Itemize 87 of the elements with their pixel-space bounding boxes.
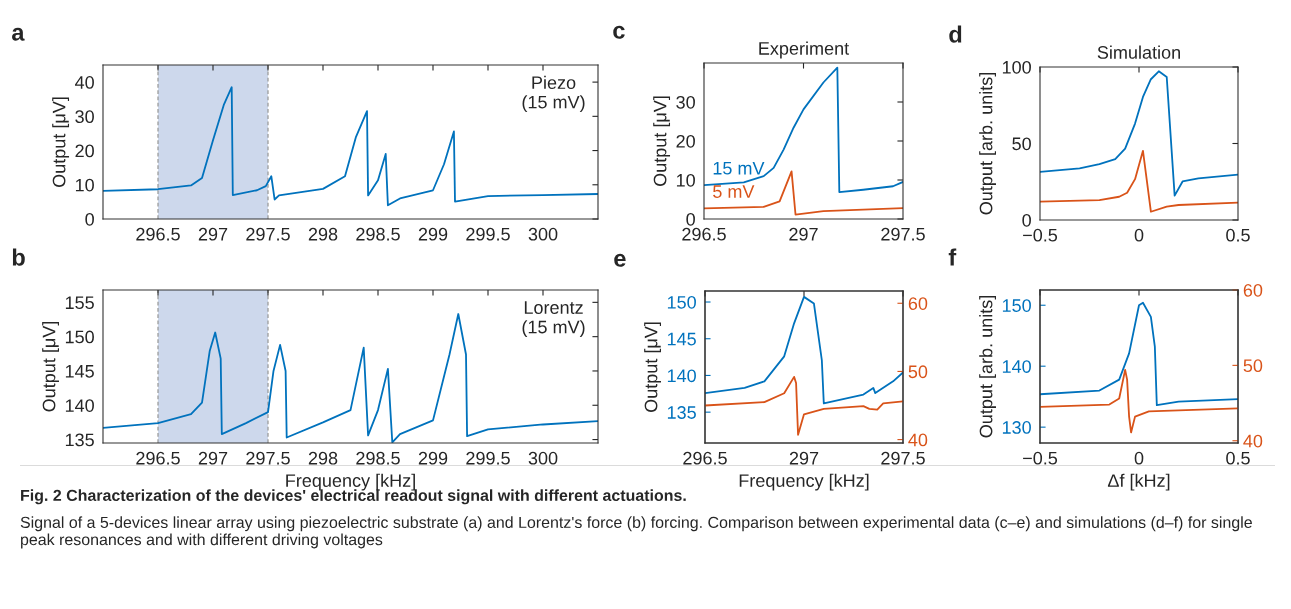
x-tick-label: 297 (789, 227, 818, 241)
y-tick-label: 130 (1002, 421, 1031, 434)
x-tick-label: 296.5 (136, 227, 180, 241)
y-tick-label: 155 (65, 296, 94, 310)
x-tick-label: 297.5 (246, 451, 290, 465)
y2-tick-label: 60 (908, 297, 928, 310)
y-axis-title: Output [μV] (42, 321, 59, 412)
x-tick-label: 300 (528, 227, 558, 241)
chart-title: Experiment (759, 41, 850, 59)
x-tick-label: 0 (1134, 228, 1144, 242)
text: b (12, 248, 25, 266)
x-tick-label: 298 (308, 227, 338, 241)
y-axis-title: Output [μV] (653, 96, 671, 186)
series-label: 5 mV (713, 185, 755, 198)
x-axis-title: Frequency [kHz] (286, 473, 415, 491)
x-tick-label: −0.5 (1023, 228, 1058, 242)
y-tick-label: 150 (65, 330, 94, 344)
y-axis-title: Output [μV] (52, 97, 70, 187)
y2-tick-label: 60 (1243, 283, 1263, 297)
y-tick-label: 40 (75, 76, 94, 89)
x-tick-label: 298.5 (356, 451, 400, 465)
x-tick-label: 296.5 (683, 451, 727, 465)
x-tick-label: 297.5 (881, 227, 925, 241)
x-tick-label: 297.5 (881, 451, 925, 465)
y-tick-label: 10 (75, 178, 94, 192)
x-tick-label: 297.5 (246, 227, 290, 241)
x-tick-label: 297 (789, 451, 819, 465)
x-tick-label: 296.5 (682, 227, 726, 241)
y-tick-label: 30 (75, 110, 94, 124)
x-tick-label: 297 (198, 451, 228, 465)
y2-tick-label: 40 (908, 433, 928, 447)
x-tick-label: 299.5 (466, 451, 510, 465)
y-axis-title: Output [arb. units] (979, 296, 996, 438)
y-tick-label: 150 (667, 295, 696, 309)
y-tick-label: 140 (1002, 360, 1031, 373)
y-tick-label: 30 (676, 95, 695, 109)
y-tick-label: 150 (1002, 299, 1031, 312)
y-tick-label: 140 (667, 369, 696, 383)
x-tick-label: 0 (1134, 451, 1144, 465)
x-tick-label: 0.5 (1226, 228, 1250, 242)
text: Fig. 2 Characterization of the devices' electrical readout signal with different actuations. (21, 489, 686, 505)
y2-tick-label: 50 (908, 365, 928, 379)
y2-tick-label: 40 (1243, 434, 1263, 448)
text: Signal of a 5-devices linear array using piezoelectric substrate (a) and Lorentz's force (b) forcing. Comparison between experimental data (c–e) and simulations (d–f) for single peak resonances and with different driving voltages (20, 516, 1252, 549)
x-tick-label: 298.5 (356, 227, 400, 241)
text: d (949, 25, 962, 43)
y-tick-label: 135 (667, 406, 696, 419)
y-tick-label: 145 (65, 365, 94, 378)
x-tick-label: 297 (198, 227, 228, 241)
y-tick-label: 0 (686, 212, 695, 226)
x-tick-label: 299.5 (466, 227, 510, 241)
line-series (1040, 301, 1238, 407)
text: a (12, 27, 25, 41)
text: e (614, 253, 626, 267)
y-tick-label: 10 (676, 173, 695, 187)
y-tick-label: 140 (65, 399, 94, 412)
x-tick-label: 299 (418, 451, 448, 465)
chart-title: Simulation (1097, 45, 1180, 59)
line-series (705, 375, 903, 436)
x-tick-label: 299 (418, 227, 448, 241)
x-tick-label: 300 (528, 451, 558, 465)
y-tick-label: 20 (676, 134, 695, 148)
x-axis-title: Δf [kHz] (1107, 473, 1170, 491)
y-tick-label: 20 (75, 144, 94, 158)
x-tick-label: 298 (308, 451, 338, 465)
annotation: Lorentz (15 mV) (522, 301, 585, 337)
line-series (705, 295, 903, 405)
x-tick-label: 0.5 (1226, 451, 1250, 465)
text: c (613, 25, 625, 39)
y2-tick-label: 50 (1243, 359, 1263, 373)
text: f (948, 248, 957, 266)
annotation: Piezo (15 mV) (522, 75, 585, 113)
y-tick-label: 0 (85, 212, 94, 226)
y-axis-title: Output [μV] (644, 322, 661, 412)
x-tick-label: 296.5 (136, 451, 180, 465)
line-series (1040, 149, 1238, 213)
series-label: 15 mV (713, 161, 765, 175)
x-axis-title: Frequency [kHz] (739, 473, 869, 491)
line-series (1040, 70, 1238, 197)
y-tick-label: 0 (1022, 213, 1031, 227)
y-tick-label: 50 (1012, 137, 1031, 151)
y-tick-label: 135 (65, 433, 94, 447)
x-tick-label: −0.5 (1023, 451, 1058, 465)
y-tick-label: 145 (667, 332, 696, 346)
y-tick-label: 100 (1002, 60, 1031, 74)
line-series (1040, 368, 1238, 434)
y-axis-title: Output [arb. units] (979, 73, 996, 215)
